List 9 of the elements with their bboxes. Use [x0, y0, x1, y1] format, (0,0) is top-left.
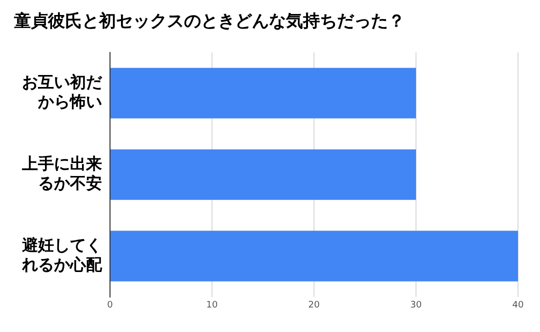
x-tick-label: 10: [206, 300, 218, 311]
y-tick-label: 上手に出来るか不安: [21, 154, 102, 192]
x-tick-label: 0: [107, 300, 114, 311]
x-tick-label: 30: [410, 300, 422, 311]
x-tick-label: 40: [512, 300, 524, 311]
y-tick-label: お互い初だから怖い: [22, 72, 103, 111]
chart-title: 童貞彼氏と初セックスのときどんな気持ちだった？: [13, 12, 405, 32]
x-tick-label: 20: [308, 300, 320, 311]
y-tick-label: 避妊してくれるか心配: [21, 236, 103, 274]
